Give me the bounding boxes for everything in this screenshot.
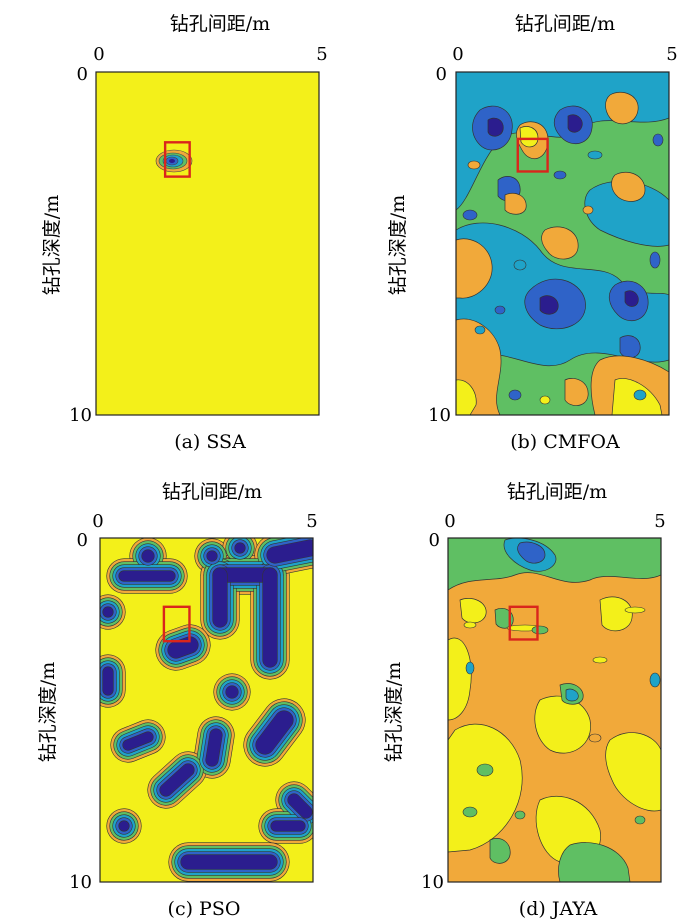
pso-blob-band (256, 711, 293, 754)
panel-a-ylabel: 钻孔深度/m (41, 195, 63, 295)
pso-blob-band (267, 540, 313, 563)
panel-a-caption: (a) SSA (174, 431, 246, 453)
panel-d-ylabel: 钻孔深度/m (383, 662, 405, 762)
panel-b-ylabel: 钻孔深度/m (387, 195, 409, 295)
panel-b-xlabel: 钻孔间距/m (515, 13, 615, 35)
panel-d-xtick-0: 0 (444, 511, 455, 532)
panel-d-contour-field (448, 538, 661, 882)
panel-b-ytick-0: 0 (436, 64, 447, 85)
pso-blob-band (123, 732, 153, 750)
panel-b-xtick-5: 5 (666, 44, 677, 65)
panel-a: 钻孔间距/m 0 5 0 10 钻孔深度/m (a) SSA (41, 13, 328, 453)
panel-c: 钻孔间距/m 0 5 0 10 钻孔深度/m (c) PSO (37, 481, 318, 920)
panel-b-xtick-0: 0 (452, 44, 463, 65)
panel-a-xtick-0: 0 (93, 44, 104, 65)
panel-c-ytick-0: 0 (77, 530, 88, 551)
panel-d-xtick-5: 5 (654, 511, 665, 532)
panel-c-frame (99, 537, 314, 883)
panel-a-ytick-10: 10 (69, 405, 92, 426)
pso-blob-band (168, 637, 198, 658)
panel-c-ytick-10: 10 (69, 872, 92, 893)
panel-c-marker-box (162, 605, 191, 643)
panel-a-anomaly (155, 149, 193, 173)
panel-a-xtick-5: 5 (316, 44, 327, 65)
panel-a-marker-box (163, 141, 191, 178)
panel-b-contour-field (456, 72, 669, 415)
panel-d-ytick-0: 0 (429, 530, 440, 551)
panel-b-ytick-10: 10 (428, 405, 451, 426)
panel-d-ytick-10: 10 (421, 872, 444, 893)
pso-blob-band (206, 729, 222, 766)
panel-c-xtick-0: 0 (92, 511, 103, 532)
panel-d-marker-box (508, 605, 539, 641)
panel-d: 钻孔间距/m 0 5 0 10 钻孔深度/m (383, 481, 666, 920)
panel-b: 钻孔间距/m 0 5 0 10 钻孔深度/m (387, 13, 678, 453)
panel-c-xlabel: 钻孔间距/m (162, 481, 262, 503)
panel-b-caption: (b) CMFOA (510, 431, 620, 453)
panel-d-xlabel: 钻孔间距/m (507, 481, 607, 503)
panel-a-xlabel: 钻孔间距/m (170, 13, 270, 35)
panel-a-plot-area (96, 72, 319, 415)
panel-c-caption: (c) PSO (168, 898, 241, 920)
panel-c-ylabel: 钻孔深度/m (37, 662, 59, 762)
panel-c-contour-field (100, 538, 313, 882)
panel-c-anomaly-blobs (100, 538, 313, 882)
panel-d-frame (447, 537, 662, 883)
panel-a-frame (95, 71, 320, 416)
pso-blob-band (288, 794, 312, 818)
panel-b-frame (455, 71, 670, 416)
panel-b-marker-box (516, 137, 549, 173)
panel-a-ytick-0: 0 (77, 64, 88, 85)
pso-blob-band (160, 764, 194, 796)
panel-d-caption: (d) JAYA (519, 898, 598, 920)
panel-c-xtick-5: 5 (306, 511, 317, 532)
